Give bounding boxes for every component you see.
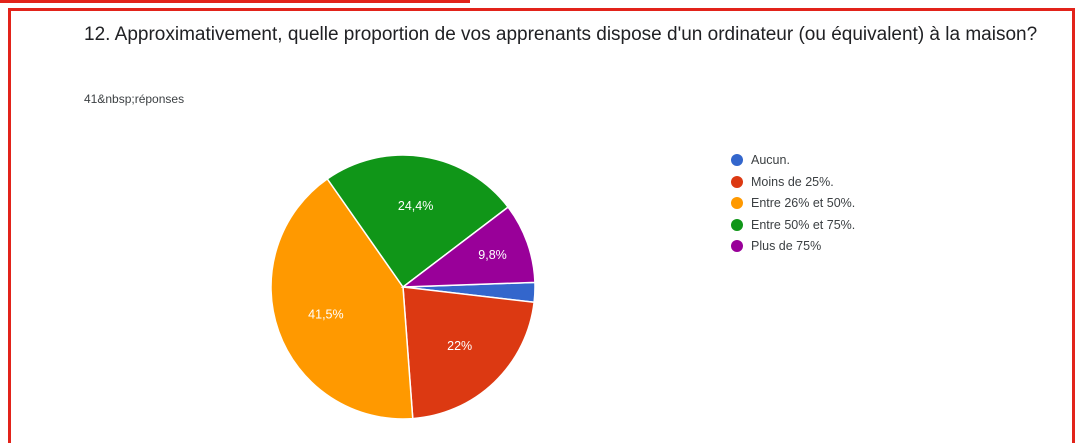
pie-data-label: 22% — [447, 339, 472, 353]
legend-item[interactable]: Entre 26% et 50%. — [731, 193, 855, 213]
pie-slice-3[interactable] — [270, 177, 414, 420]
legend-swatch-icon — [731, 240, 743, 252]
legend-label: Entre 50% et 75%. — [751, 217, 856, 232]
legend-item[interactable]: Aucun. — [731, 150, 855, 170]
legend-swatch-icon — [731, 175, 743, 188]
legend-swatch-icon — [731, 154, 743, 166]
question-title: 12. Approximativement, quelle proportion… — [84, 24, 1038, 45]
legend-swatch-icon — [731, 218, 743, 231]
pie-data-label: 41,5% — [308, 307, 343, 321]
top-accent-bar — [0, 0, 470, 3]
question-card — [8, 8, 1075, 443]
chart-legend: Aucun. Moins de 25%. Entre 26% et 50%. E… — [731, 150, 855, 258]
legend-label: Entre 26% et 50%. — [751, 196, 856, 210]
legend-item[interactable]: Moins de 25%. — [731, 172, 855, 192]
pie-slice-4[interactable] — [326, 154, 510, 289]
pie-data-label: 9,8% — [478, 248, 507, 262]
legend-swatch-icon — [731, 197, 743, 209]
pie-slice-5[interactable] — [400, 206, 536, 288]
legend-item[interactable]: Entre 50% et 75%. — [731, 215, 855, 235]
legend-item[interactable]: Plus de 75% — [731, 236, 855, 256]
legend-label: Moins de 25%. — [751, 174, 834, 189]
pie-slice-2[interactable] — [402, 286, 535, 420]
response-count: 41&nbsp;réponses — [84, 92, 185, 106]
legend-label: Plus de 75% — [751, 239, 822, 253]
legend-label: Aucun. — [751, 153, 790, 167]
pie-data-label: 24,4% — [398, 199, 433, 213]
